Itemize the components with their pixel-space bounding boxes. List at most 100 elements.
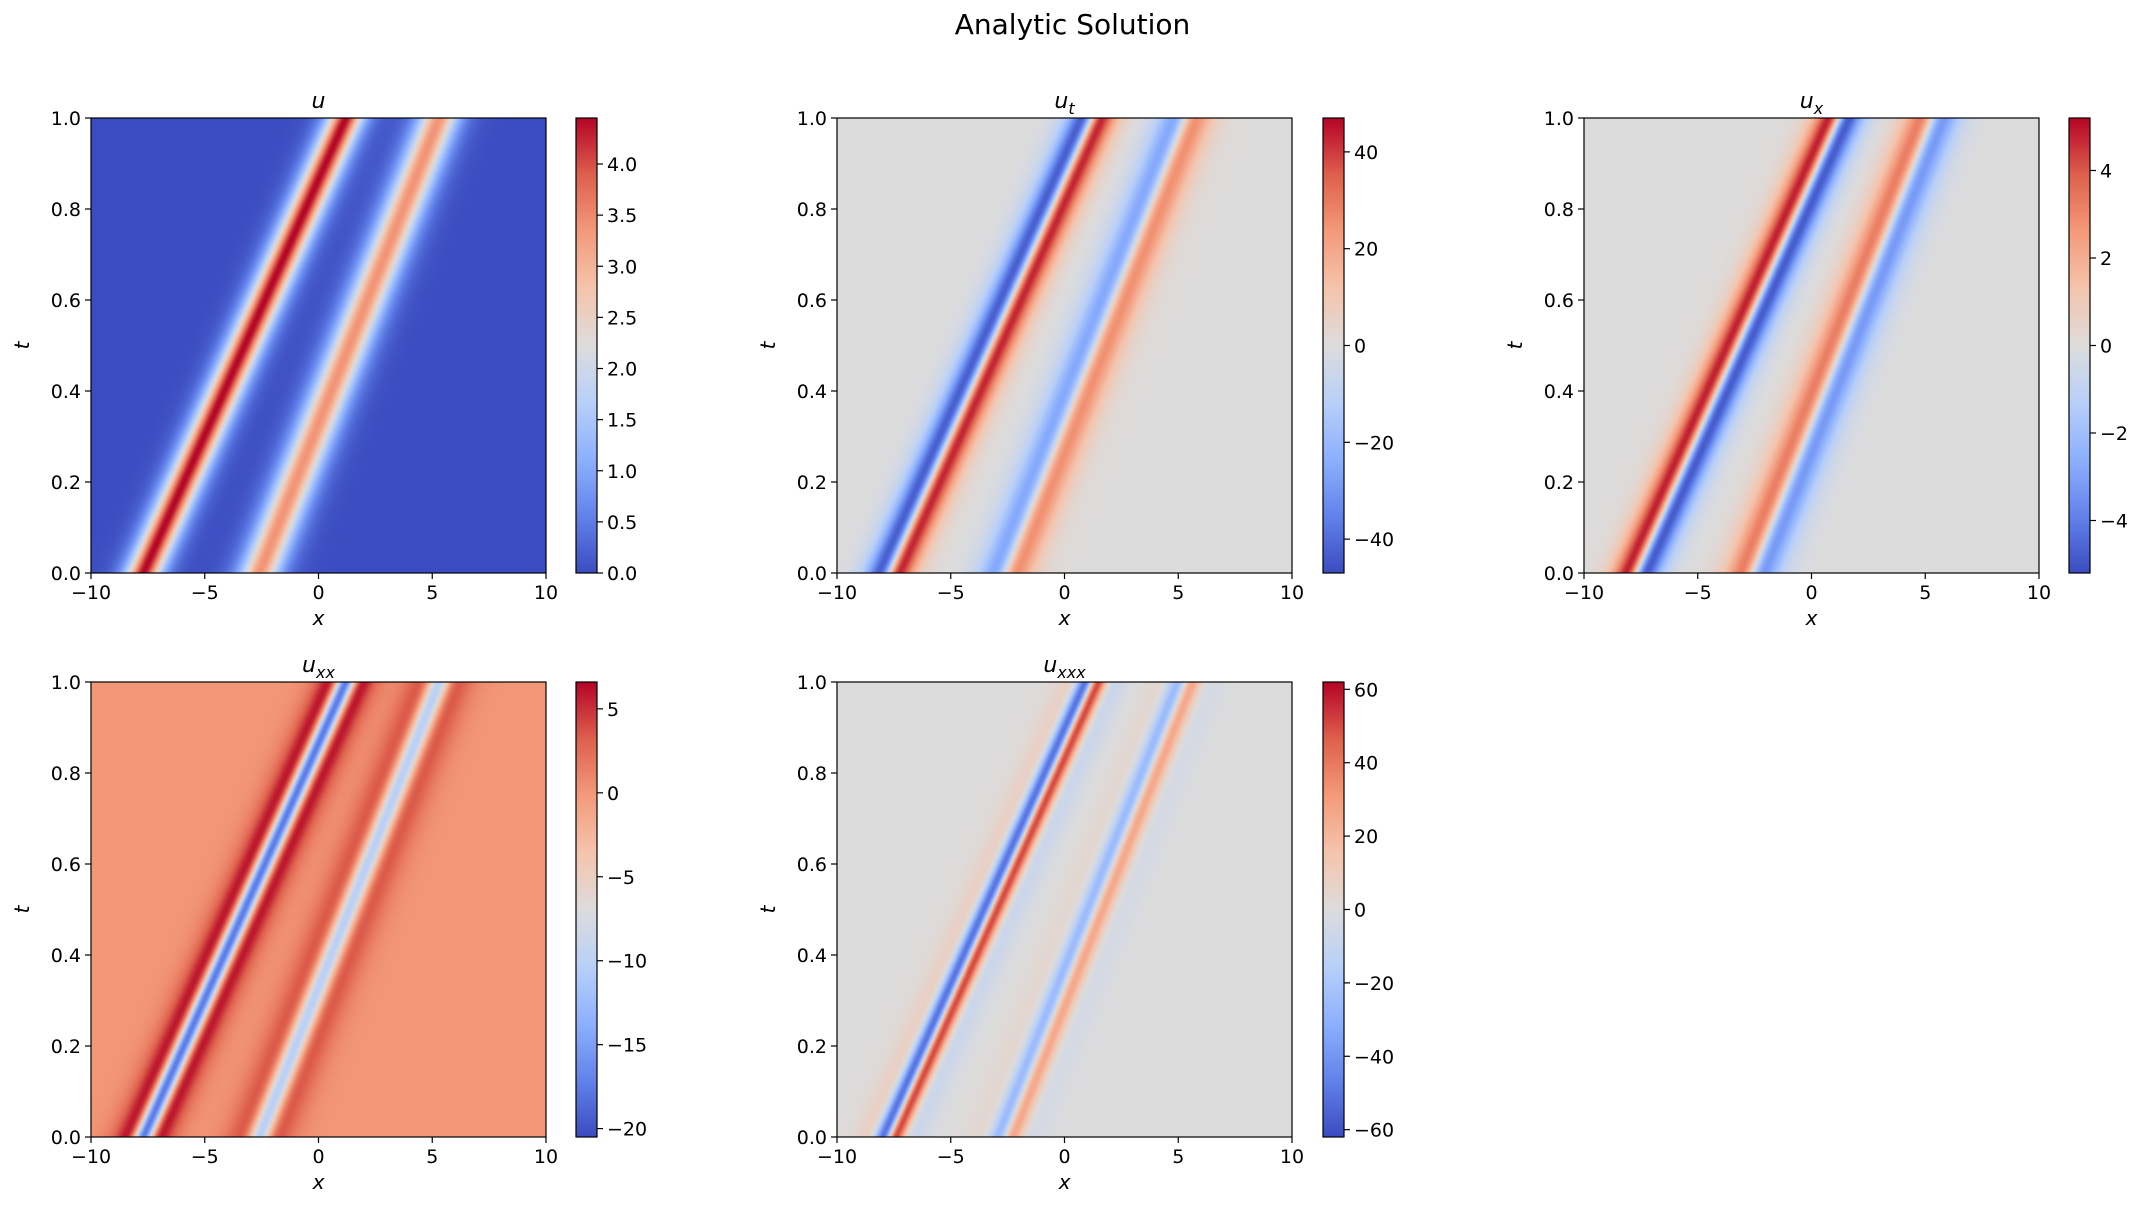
colorbar-tick-label: 20 (1354, 826, 1378, 848)
colorbar (1322, 681, 1345, 1138)
heatmap-image (837, 118, 1292, 573)
y-tick-label: 0.8 (1544, 199, 1574, 221)
colorbar-tick-label: 2.0 (607, 359, 637, 381)
y-tick-label: 1.0 (51, 672, 81, 694)
colorbar-tick-label: −4 (2100, 511, 2128, 533)
x-tick-label: −5 (1684, 582, 1712, 604)
colorbar-tick-label: 0.5 (607, 512, 637, 534)
x-tick-label: 10 (534, 582, 558, 604)
subplot-ux: −10 −5 0 5 10 0.0 0.2 0.4 0.6 0.8 1.0 x t ux −4 −2 0 2 4 (1503, 89, 2128, 630)
y-tick-label: 1.0 (51, 108, 81, 130)
x-tick-label: −5 (191, 1146, 219, 1168)
y-tick-label: 0.6 (51, 854, 81, 876)
colorbar-tick-label: 60 (1354, 679, 1378, 701)
colorbar-tick-label: −40 (1354, 529, 1394, 551)
y-tick-label: 0.8 (51, 199, 81, 221)
y-tick-label: 0.2 (51, 1036, 81, 1058)
y-tick-label: 0.2 (797, 1036, 827, 1058)
subplot-title: uxx (302, 653, 335, 682)
heatmap-image (1584, 118, 2039, 573)
x-tick-label: −5 (937, 1146, 965, 1168)
subplot-ut: −10 −5 0 5 10 0.0 0.2 0.4 0.6 0.8 1.0 x t ut −40 −20 0 20… (756, 89, 1394, 630)
colorbar-tick-label: 0 (1354, 336, 1366, 358)
colorbar-tick-label: 0.0 (607, 563, 637, 585)
y-axis-label: t (10, 904, 34, 913)
y-tick-label: 0.8 (797, 199, 827, 221)
y-tick-label: 0.8 (797, 763, 827, 785)
x-axis-label: x (312, 1170, 325, 1194)
colorbar (2068, 117, 2091, 574)
x-tick-label: −10 (71, 582, 111, 604)
colorbar-tick-label: 40 (1354, 753, 1378, 775)
x-tick-label: −10 (71, 1146, 111, 1168)
x-tick-label: −10 (1564, 582, 1604, 604)
x-tick-label: 0 (312, 582, 324, 604)
colorbar-tick-label: 0 (1354, 900, 1366, 922)
colorbar-tick-label: 3.5 (607, 205, 637, 227)
x-tick-label: 5 (1172, 582, 1184, 604)
colorbar-tick-label: 1.0 (607, 461, 637, 483)
heatmap-image (91, 682, 546, 1137)
colorbar (1322, 117, 1345, 574)
colorbar-tick-label: −20 (1354, 432, 1394, 454)
colorbar-tick-label: 4 (2100, 161, 2112, 183)
colorbar-tick-label: 40 (1354, 142, 1378, 164)
y-tick-label: 1.0 (797, 672, 827, 694)
y-tick-label: 0.6 (51, 290, 81, 312)
y-tick-label: 0.4 (51, 945, 81, 967)
y-tick-label: 0.4 (51, 381, 81, 403)
y-tick-label: 0.2 (1544, 472, 1574, 494)
x-tick-label: 5 (1172, 1146, 1184, 1168)
colorbar-tick-label: −15 (607, 1035, 647, 1057)
colorbar-tick-label: 0 (607, 783, 619, 805)
y-tick-label: 0.0 (797, 563, 827, 585)
x-tick-label: 0 (1805, 582, 1817, 604)
y-tick-label: 0.0 (797, 1127, 827, 1149)
colorbar (575, 117, 598, 574)
colorbar (575, 681, 598, 1138)
y-tick-label: 0.2 (51, 472, 81, 494)
heatmap-image (837, 682, 1292, 1137)
x-tick-label: 5 (426, 582, 438, 604)
colorbar-tick-label: 5 (607, 699, 619, 721)
colorbar-tick-label: 1.5 (607, 410, 637, 432)
x-tick-label: 10 (534, 1146, 558, 1168)
colorbar-tick-label: −20 (607, 1119, 647, 1141)
y-tick-label: 1.0 (1544, 108, 1574, 130)
y-tick-label: 0.0 (1544, 563, 1574, 585)
x-tick-label: −10 (817, 1146, 857, 1168)
y-axis-label: t (756, 904, 780, 913)
x-axis-label: x (312, 606, 325, 630)
y-tick-label: 0.4 (797, 945, 827, 967)
x-axis-label: x (1058, 1170, 1071, 1194)
colorbar-tick-label: −5 (607, 867, 635, 889)
y-tick-label: 0.6 (797, 854, 827, 876)
colorbar-tick-label: 4.0 (607, 154, 637, 176)
colorbar-tick-label: −40 (1354, 1046, 1394, 1068)
colorbar-tick-label: 0 (2100, 336, 2112, 358)
x-tick-label: −5 (191, 582, 219, 604)
subplot-title: ut (1054, 89, 1075, 118)
subplot-title: uxxx (1043, 653, 1086, 682)
x-tick-label: 0 (1058, 1146, 1070, 1168)
colorbar-tick-label: 2.5 (607, 307, 637, 329)
x-tick-label: 0 (312, 1146, 324, 1168)
x-tick-label: −10 (817, 582, 857, 604)
y-axis-label: t (1503, 340, 1527, 349)
colorbar-tick-label: 3.0 (607, 256, 637, 278)
subplot-title: u (312, 89, 326, 114)
y-axis-label: t (756, 340, 780, 349)
y-tick-label: 0.2 (797, 472, 827, 494)
x-tick-label: 0 (1058, 582, 1070, 604)
subplot-uxx: −10 −5 0 5 10 0.0 0.2 0.4 0.6 0.8 1.0 x t uxx −20 −15 −1… (10, 653, 647, 1194)
x-tick-label: 5 (1919, 582, 1931, 604)
colorbar-tick-label: 20 (1354, 239, 1378, 261)
y-tick-label: 0.4 (1544, 381, 1574, 403)
y-tick-label: 0.0 (51, 1127, 81, 1149)
y-tick-label: 0.4 (797, 381, 827, 403)
colorbar-tick-label: −10 (607, 951, 647, 973)
subplot-u: −10 −5 0 5 10 0.0 0.2 0.4 0.6 0.8 1.0 x t u 0.0 0.5 1.0 1… (10, 89, 637, 630)
subplot-uxxx: −10 −5 0 5 10 0.0 0.2 0.4 0.6 0.8 1.0 x t uxxx −60 −40 −… (756, 653, 1394, 1194)
